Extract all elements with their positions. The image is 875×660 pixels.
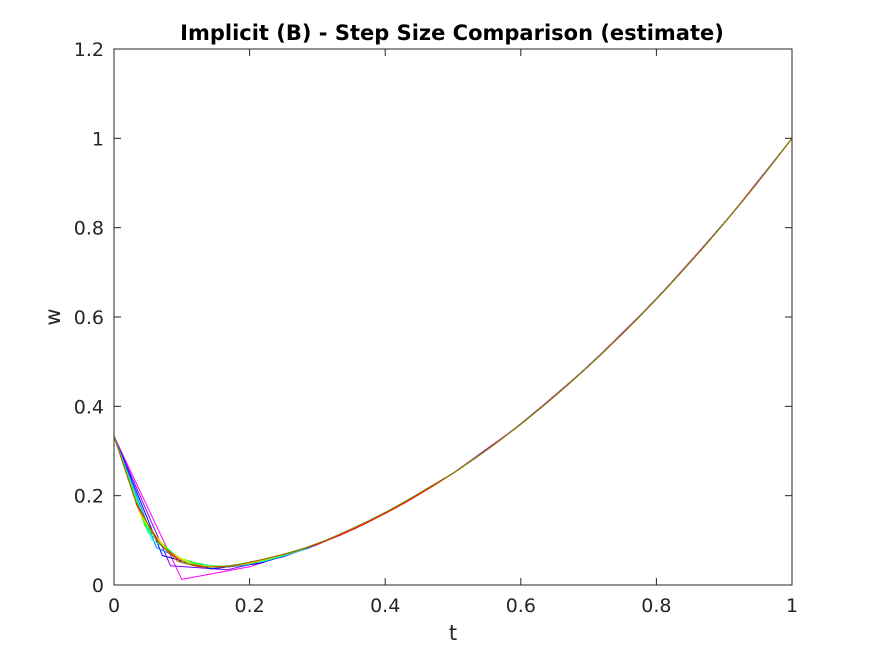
plot-frame	[113, 48, 793, 586]
x-tick-label: 0.2	[234, 595, 264, 617]
y-tick-label: 1.2	[74, 39, 104, 61]
y-tick-label: 1	[92, 128, 104, 150]
series-line-6	[113, 138, 793, 568]
y-tick-label: 0.8	[74, 218, 104, 240]
x-tick-label: 0.6	[506, 595, 536, 617]
x-tick-label: 0.8	[641, 595, 671, 617]
series-line-5	[113, 138, 793, 568]
chart-title: Implicit (B) - Step Size Comparison (est…	[180, 21, 724, 45]
x-tick-label: 1	[786, 595, 798, 617]
x-axis: 0 0.2 0.4 0.6 0.8 1	[108, 49, 798, 617]
y-tick-label: 0	[92, 575, 104, 597]
series-line-11	[113, 138, 793, 568]
x-tick-label: 0	[108, 595, 120, 617]
y-tick-label: 0.4	[74, 396, 104, 418]
series-line-12	[113, 138, 793, 568]
x-tick-label: 0.4	[370, 595, 400, 617]
x-axis-label: t	[449, 621, 457, 645]
series-line-9	[113, 138, 793, 568]
series-line-10	[113, 138, 793, 568]
series-line-7	[113, 138, 793, 567]
series-line-1	[113, 138, 793, 580]
series-line-2	[113, 138, 793, 571]
y-axis: 0 0.2 0.4 0.6 0.8 1 1.2	[74, 39, 792, 597]
series-layer	[113, 138, 793, 580]
series-line-3	[113, 138, 793, 570]
y-tick-label: 0.6	[74, 307, 104, 329]
series-line-8	[113, 138, 793, 568]
series-line-4	[113, 138, 793, 568]
y-tick-label: 0.2	[74, 486, 104, 508]
y-axis-label: w	[41, 308, 65, 325]
